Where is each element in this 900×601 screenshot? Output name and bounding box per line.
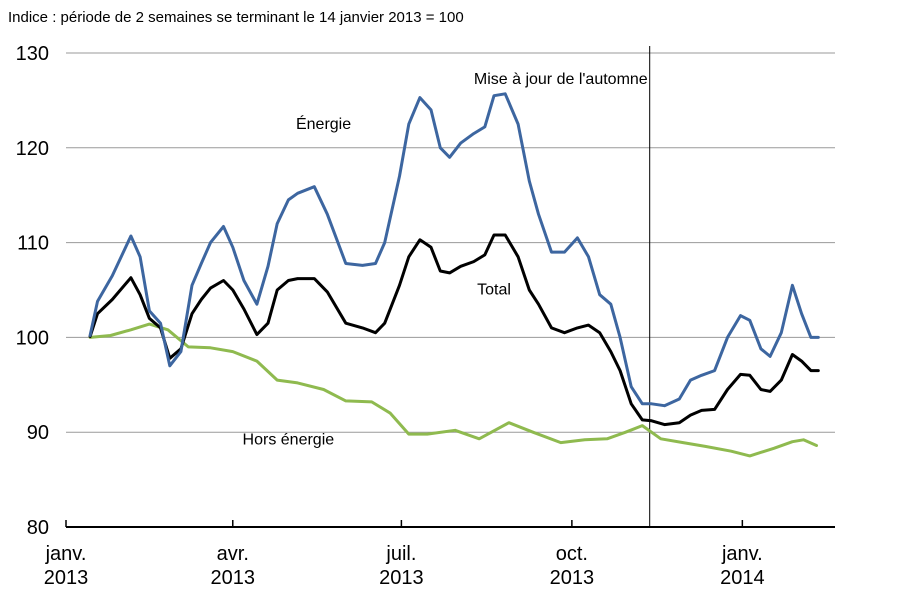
x-tick-label: 2013: [44, 567, 89, 589]
series-line-energie: [88, 92, 820, 408]
series-labels: Énergie Total Hors énergie: [243, 114, 511, 449]
x-tick-label: 2013: [550, 567, 595, 589]
x-axis-ticks: janv.2013avr.2013juil.2013oct.2013janv.2…: [44, 520, 765, 589]
x-tick-label: juil.: [385, 543, 416, 565]
y-tick-label: 80: [27, 517, 49, 539]
chart-subtitle: Indice : période de 2 semaines se termin…: [8, 9, 464, 26]
x-tick-label: 2013: [211, 567, 256, 589]
series-lines: [88, 92, 820, 458]
y-tick-label: 90: [27, 422, 49, 444]
series-line-hors-energie: [88, 322, 818, 458]
series-line-total: [88, 233, 820, 427]
series-label-energie: Énergie: [296, 114, 351, 133]
y-axis-ticks: 80 90 100 110 120 130: [16, 43, 49, 539]
x-tick-label: 2014: [720, 567, 765, 589]
x-tick-label: janv.: [721, 543, 763, 565]
x-tick-label: avr.: [217, 543, 249, 565]
x-tick-label: janv.: [45, 543, 87, 565]
event-marker: Mise à jour de l'automne: [474, 46, 651, 527]
series-label-total: Total: [477, 282, 511, 299]
y-tick-label: 100: [16, 327, 49, 349]
x-tick-label: 2013: [379, 567, 424, 589]
y-tick-label: 120: [16, 138, 49, 160]
x-tick-label: oct.: [556, 543, 588, 565]
gridlines: [66, 52, 835, 433]
y-tick-label: 110: [17, 233, 49, 255]
event-label: Mise à jour de l'automne: [474, 71, 648, 88]
series-label-hors-energie: Hors énergie: [243, 432, 335, 449]
y-tick-label: 130: [16, 43, 49, 65]
